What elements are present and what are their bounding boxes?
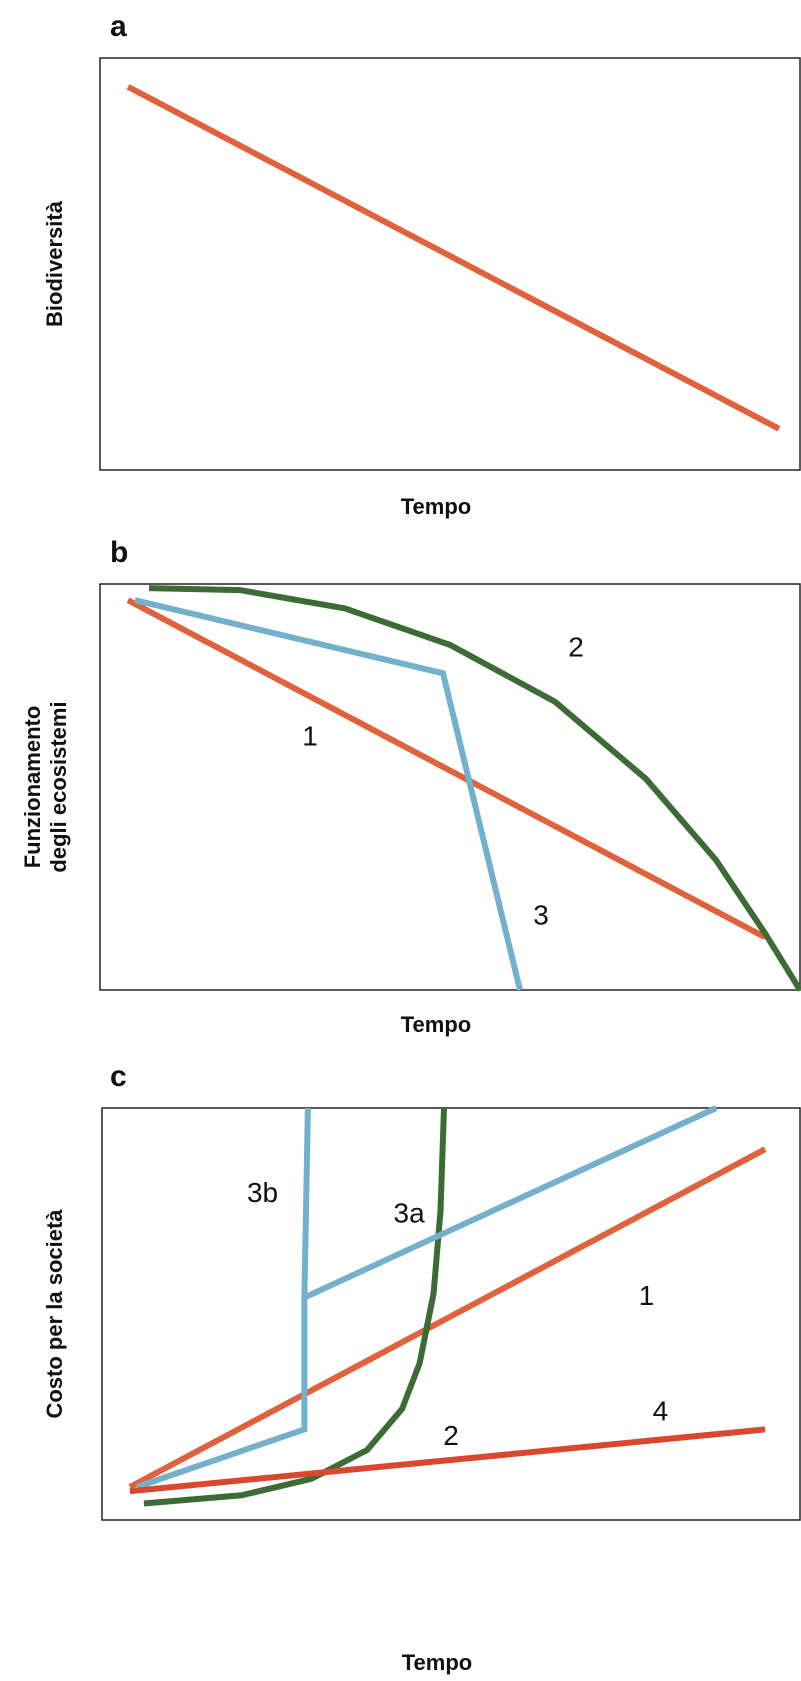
series-label-3: 3 [533,899,549,930]
series-line-0 [126,84,781,432]
y-axis-title: Biodiversità [42,200,67,327]
panel-c: c 1 2 3a 3b 4 Tempo Costo per la società [42,1060,801,1675]
series-line-1 [126,597,767,940]
series-line-2 [148,585,801,992]
panel-letter: b [110,536,128,569]
series-label-3a: 3a [394,1198,426,1229]
series-line-3 [134,597,523,991]
series-label-2: 2 [568,631,584,662]
x-axis-title: Tempo [401,1012,471,1037]
y-axis-title-line: Funzionamento [20,706,45,869]
y-axis-title: Costo per la società [42,1209,67,1419]
series-line-4 [135,1297,308,1490]
series-line-3a [303,1105,718,1301]
plot-frame [99,57,801,471]
panel-letter: c [110,1060,127,1093]
series-label-1: 1 [639,1280,655,1311]
series-line-3b [301,1107,311,1298]
series-label-4: 4 [653,1395,669,1426]
y-axis-title-line: degli ecosistemi [46,701,71,872]
plot-frame [101,1107,801,1521]
series-label-1: 1 [302,721,318,752]
series-line-4 [129,1426,766,1495]
series-label-2: 2 [443,1420,459,1451]
panel-letter: a [110,10,127,43]
x-axis-title: Tempo [402,1650,472,1675]
plot-frame [99,583,801,991]
y-axis-title: Funzionamentodegli ecosistemi [20,701,71,872]
panel-b: b 1 2 3 Tempo Funzionamentodegli ecosistemi [20,536,801,1037]
series-line-2 [143,1107,447,1507]
panel-a: a Tempo Biodiversità [42,10,801,519]
series-line-1 [128,1146,767,1490]
x-axis-title: Tempo [401,494,471,519]
series-label-3b: 3b [247,1177,278,1208]
